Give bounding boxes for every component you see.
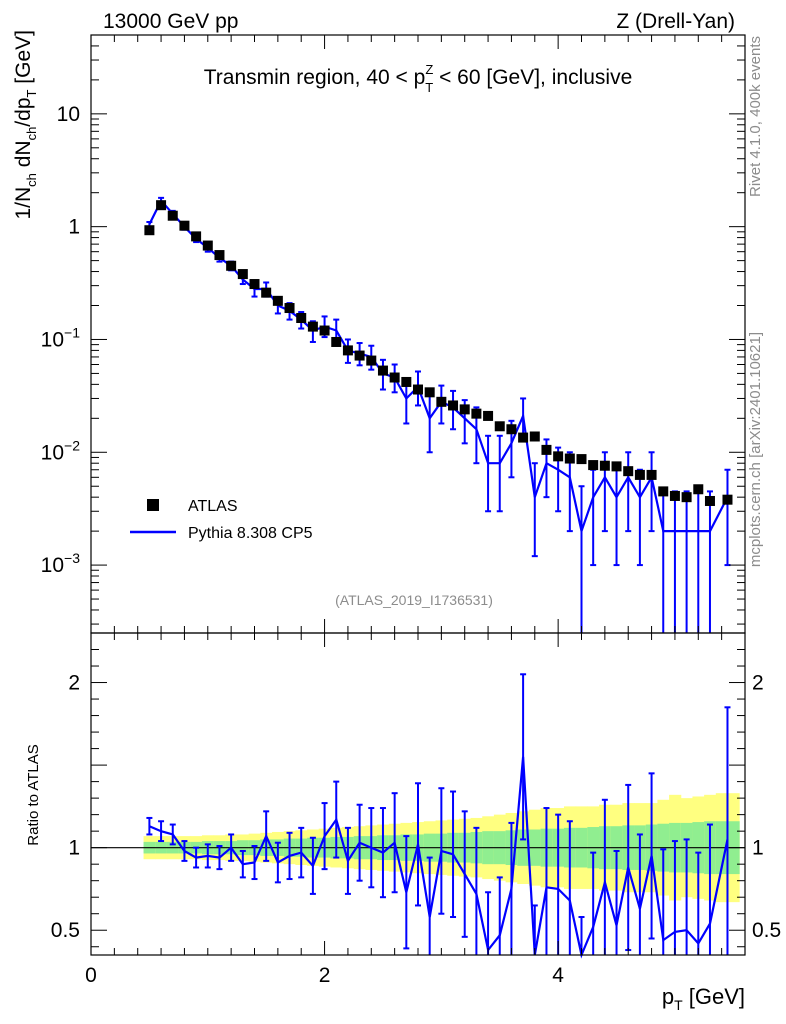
atlas-point — [681, 492, 692, 503]
atlas-point — [588, 460, 599, 471]
header-left: 13000 GeV pp — [103, 10, 238, 33]
atlas-point — [413, 384, 423, 395]
atlas-point — [237, 269, 248, 280]
x-axis-label: pT [GeV] — [662, 984, 745, 1013]
main-y-tick-label: 10−3 — [41, 550, 81, 577]
atlas-point — [179, 220, 190, 231]
atlas-point — [518, 432, 529, 443]
main-ylabel: 1/Nch dNch/dpT [GeV] — [12, 30, 39, 220]
main-atlas-series — [144, 200, 733, 506]
atlas-point — [156, 200, 167, 211]
atlas-point — [693, 484, 704, 495]
title-sup: Z — [425, 62, 433, 77]
x-tick-label: 0 — [85, 964, 97, 987]
atlas-point — [342, 345, 353, 356]
x-tick-label: 4 — [552, 964, 564, 987]
atlas-point — [202, 240, 213, 251]
atlas-point — [459, 404, 470, 415]
atlas-point — [249, 279, 260, 290]
atlas-point — [576, 454, 587, 465]
atlas-point — [669, 490, 680, 501]
atlas-point — [261, 287, 272, 298]
atlas-point — [319, 325, 330, 336]
atlas-point — [191, 231, 202, 242]
atlas-point — [284, 303, 295, 314]
ratio-y-tick-label-left: 1 — [68, 837, 80, 860]
atlas-point — [599, 460, 610, 471]
atlas-point — [144, 225, 155, 236]
atlas-point — [214, 250, 225, 261]
legend: ATLAS Pythia 8.308 CP5 — [130, 498, 313, 542]
ratio-pythia-line — [148, 756, 729, 959]
atlas-point — [272, 295, 283, 306]
legend-pythia-label: Pythia 8.308 CP5 — [188, 525, 313, 542]
ratio-pythia-series — [146, 673, 731, 959]
main-y-tick-label: 10−1 — [41, 324, 81, 351]
atlas-point — [506, 424, 517, 435]
atlas-point — [389, 372, 400, 383]
atlas-point — [658, 486, 669, 497]
mcplots-label: mcplots.cern.ch [arXiv:2401.10621] — [747, 332, 764, 567]
atlas-point — [307, 321, 318, 332]
title-sub: T — [425, 80, 433, 95]
atlas-point — [331, 336, 342, 347]
main-y-tick-label: 10 — [57, 103, 80, 126]
ratio-ylabel: Ratio to ATLAS — [25, 744, 42, 845]
ratio-y-tick-label-right: 0.5 — [752, 919, 781, 942]
header-right: Z (Drell-Yan) — [616, 10, 735, 33]
atlas-point — [722, 494, 733, 505]
atlas-point — [296, 312, 307, 323]
axes: 0 2 4 10 1 10−1 10−2 10−3 0.5 0.5 1 1 2 2 — [41, 34, 781, 987]
atlas-point — [541, 444, 552, 455]
atlas-point — [366, 355, 377, 366]
ratio-y-tick-label-right: 1 — [752, 837, 764, 860]
pythia-line — [148, 198, 729, 536]
title-pre: Transmin region, 40 < p — [204, 66, 426, 89]
rivet-label: Rivet 4.1.0, 400k events — [747, 36, 764, 197]
atlas-point — [448, 400, 459, 411]
title-post: < 60 [GeV], inclusive — [433, 66, 632, 89]
atlas-point — [494, 421, 505, 432]
atlas-point — [623, 466, 634, 477]
legend-atlas-label: ATLAS — [188, 498, 238, 515]
atlas-point — [471, 408, 482, 419]
atlas-point — [436, 396, 447, 407]
atlas-point — [553, 451, 564, 462]
legend-atlas-marker — [147, 499, 159, 511]
atlas-point — [377, 365, 388, 376]
main-y-tick-label: 1 — [68, 216, 80, 239]
atlas-point — [483, 410, 494, 421]
atlas-point — [167, 210, 178, 221]
ratio-y-tick-label-left: 2 — [68, 672, 80, 695]
atlas-point — [634, 469, 645, 480]
analysis-tag: (ATLAS_2019_I1736531) — [335, 592, 493, 608]
main-y-tick-label: 10−2 — [41, 437, 81, 464]
atlas-point — [424, 387, 435, 398]
atlas-point — [564, 453, 575, 464]
x-tick-label: 2 — [319, 964, 331, 987]
atlas-point — [529, 431, 540, 442]
atlas-point — [401, 376, 412, 387]
atlas-point — [704, 495, 715, 506]
ratio-y-tick-label-right: 2 — [752, 672, 764, 695]
atlas-point — [226, 260, 237, 271]
atlas-point — [646, 469, 657, 480]
main-frame — [90, 34, 746, 634]
atlas-point — [354, 350, 365, 361]
atlas-point — [611, 461, 622, 472]
ratio-y-tick-label-left: 0.5 — [51, 919, 80, 942]
main-title: Transmin region, 40 < pZ T < 60 [GeV], in… — [204, 62, 633, 95]
